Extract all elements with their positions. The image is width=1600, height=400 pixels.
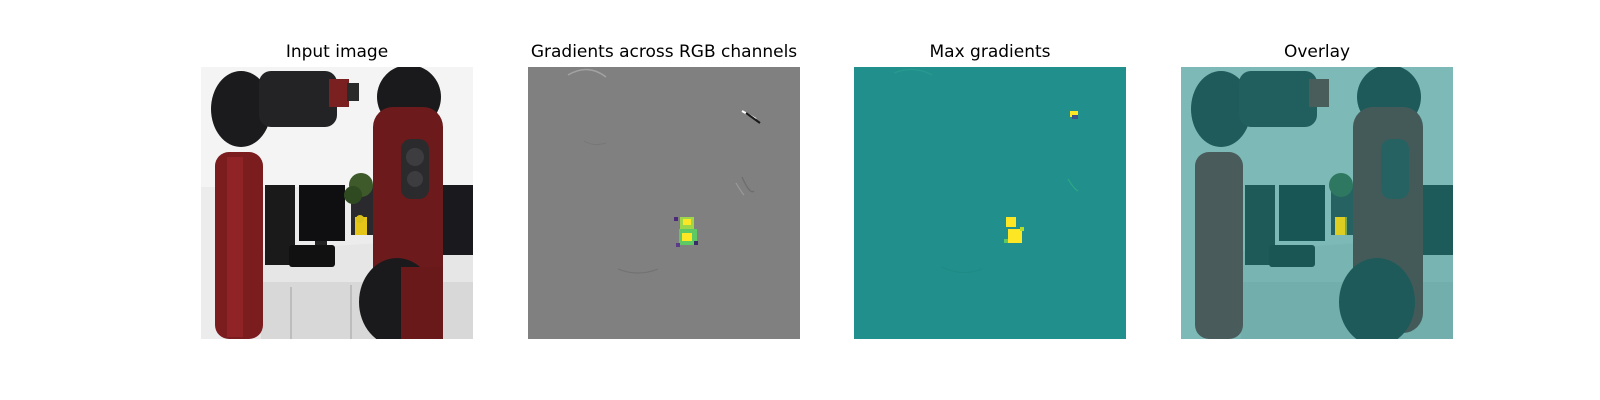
max-gradients-image [854, 67, 1126, 339]
panel-overlay: Overlay [1181, 0, 1453, 400]
panel-title: Gradients across RGB channels [530, 42, 798, 62]
panel-title: Input image [285, 42, 389, 62]
gradients-rgb-image [528, 67, 800, 339]
panel-max-gradients: Max gradients [854, 0, 1126, 400]
panel-gradients-rgb: Gradients across RGB channels [528, 0, 800, 400]
panel-title: Overlay [1283, 42, 1351, 62]
panel-input-image: Input image [201, 0, 473, 400]
panel-title: Max gradients [929, 42, 1051, 62]
input-image [201, 67, 473, 339]
overlay-image [1181, 67, 1453, 339]
